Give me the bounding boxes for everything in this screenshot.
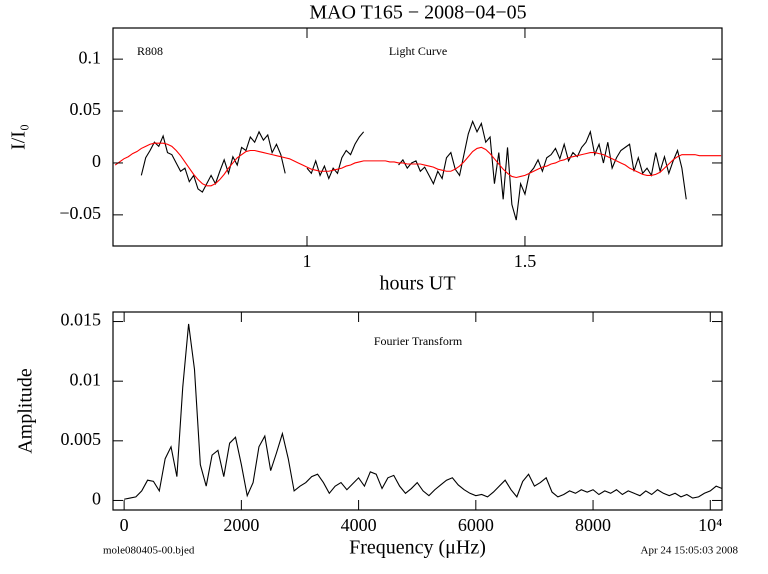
x-tick-label: 2000 [223, 515, 259, 535]
plot-frame [112, 311, 723, 511]
y-tick-label: 0.05 [70, 99, 102, 119]
annotation: Light Curve [389, 44, 447, 58]
data-line [140, 119, 687, 221]
x-tick-label: 6000 [458, 515, 494, 535]
y-axis-label: Amplitude [15, 368, 37, 454]
y-tick-label: 0.005 [61, 429, 102, 449]
y-tick-label: 0 [92, 151, 101, 171]
chart-title: MAO T165 − 2008−04−05 [309, 2, 526, 24]
plot-frame [112, 27, 723, 247]
y-tick-label: −0.05 [59, 203, 101, 223]
x-tick-label: 4000 [341, 515, 377, 535]
x-axis-label: Frequency (μHz) [349, 537, 486, 559]
footer-file: mole080405-00.bjed [103, 545, 195, 557]
x-axis-label: hours UT [379, 273, 455, 295]
y-tick-label: 0.01 [70, 369, 102, 389]
annotation: R808 [137, 44, 163, 58]
y-axis-label: I/I₀ [8, 124, 30, 150]
footer-date: Apr 24 15:05:03 2008 [641, 545, 739, 557]
data-line [124, 323, 723, 500]
annotation: Fourier Transform [374, 334, 463, 348]
y-tick-label: 0.1 [79, 47, 102, 67]
x-tick-label: 1 [302, 251, 311, 271]
x-tick-label: 10⁴ [698, 515, 722, 535]
x-tick-label: 0 [120, 515, 129, 535]
y-tick-label: 0.015 [61, 310, 102, 330]
x-tick-label: 1.5 [514, 251, 537, 271]
data-line [114, 142, 722, 187]
x-tick-label: 8000 [575, 515, 611, 535]
y-tick-label: 0 [92, 489, 101, 509]
